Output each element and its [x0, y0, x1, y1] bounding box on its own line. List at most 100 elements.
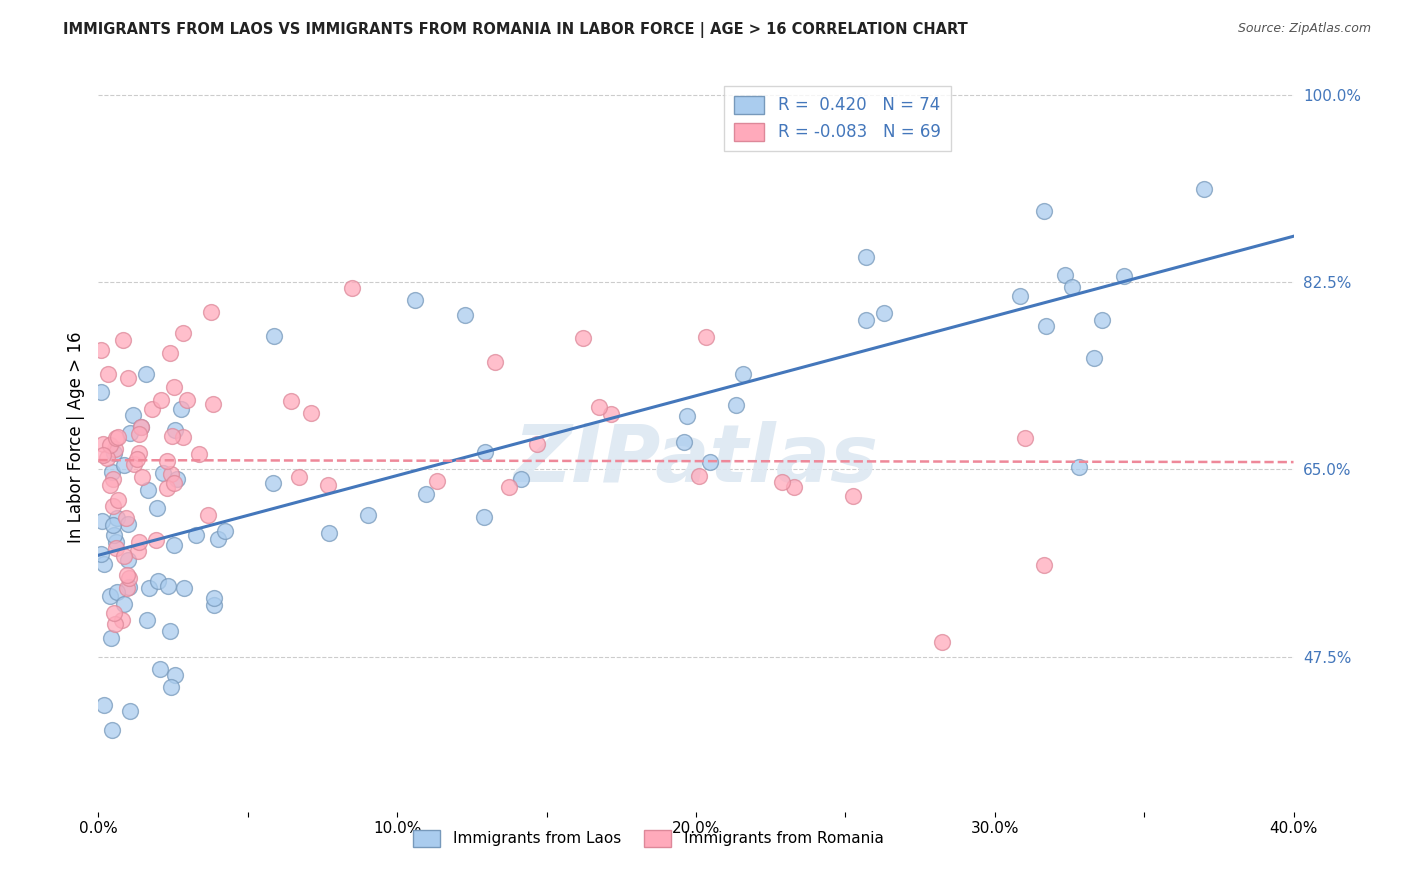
Point — [97, 367, 120, 381]
Point — [112, 458, 135, 473]
Point — [129, 419, 152, 434]
Point — [316, 478, 339, 492]
Point — [184, 528, 207, 542]
Point — [105, 534, 128, 549]
Point — [1054, 268, 1077, 282]
Point — [156, 481, 179, 495]
Text: Source: ZipAtlas.com: Source: ZipAtlas.com — [1237, 22, 1371, 36]
Point — [159, 624, 181, 638]
Point — [103, 607, 125, 621]
Point — [672, 434, 695, 449]
Point — [299, 406, 322, 420]
Point — [100, 631, 122, 645]
Point — [104, 442, 127, 456]
Point — [162, 538, 184, 552]
Point — [695, 329, 717, 343]
Y-axis label: In Labor Force | Age > 16: In Labor Force | Age > 16 — [66, 331, 84, 543]
Point — [120, 426, 142, 441]
Point — [526, 437, 548, 451]
Point — [426, 474, 449, 488]
Point — [101, 723, 124, 737]
Point — [165, 423, 187, 437]
Point — [127, 543, 149, 558]
Text: ZIPatlas: ZIPatlas — [513, 420, 879, 499]
Point — [288, 469, 311, 483]
Point — [141, 401, 163, 416]
Point — [1008, 289, 1031, 303]
Point — [91, 448, 114, 462]
Point — [128, 427, 150, 442]
Point — [104, 616, 127, 631]
Point — [162, 380, 184, 394]
Point — [454, 308, 477, 322]
Point — [90, 343, 112, 357]
Point — [318, 525, 340, 540]
Point — [855, 313, 877, 327]
Point — [688, 469, 710, 483]
Point — [1112, 269, 1135, 284]
Point — [90, 384, 112, 399]
Point — [724, 398, 747, 412]
Point — [93, 557, 115, 571]
Point — [98, 589, 121, 603]
Point — [1033, 204, 1056, 219]
Point — [160, 467, 183, 482]
Point — [202, 599, 225, 613]
Point — [170, 402, 193, 417]
Point — [166, 472, 188, 486]
Point — [340, 281, 363, 295]
Point — [118, 571, 141, 585]
Point — [157, 579, 180, 593]
Point — [103, 446, 125, 460]
Point — [136, 483, 159, 497]
Point — [173, 581, 195, 595]
Point — [172, 326, 194, 340]
Point — [122, 408, 145, 422]
Point — [280, 394, 302, 409]
Point — [1083, 351, 1105, 365]
Point — [107, 430, 129, 444]
Point — [588, 400, 610, 414]
Point — [160, 428, 183, 442]
Point — [163, 475, 186, 490]
Point — [105, 585, 128, 599]
Point — [1033, 558, 1056, 573]
Point — [128, 534, 150, 549]
Point — [103, 473, 125, 487]
Point — [415, 487, 437, 501]
Point — [855, 250, 877, 264]
Point — [98, 478, 121, 492]
Point — [484, 354, 506, 368]
Point — [105, 431, 128, 445]
Legend: Immigrants from Laos, Immigrants from Romania: Immigrants from Laos, Immigrants from Ro… — [406, 824, 890, 853]
Point — [188, 447, 211, 461]
Point — [472, 510, 495, 524]
Point — [149, 393, 172, 408]
Point — [357, 508, 380, 523]
Point — [146, 501, 169, 516]
Point — [115, 567, 138, 582]
Point — [572, 331, 595, 345]
Point — [214, 524, 236, 538]
Point — [149, 662, 172, 676]
Point — [107, 493, 129, 508]
Point — [152, 466, 174, 480]
Point — [1035, 319, 1057, 334]
Point — [404, 293, 426, 308]
Point — [136, 613, 159, 627]
Point — [100, 438, 122, 452]
Point — [91, 515, 114, 529]
Point — [1014, 432, 1036, 446]
Point — [111, 614, 134, 628]
Point — [1062, 280, 1084, 294]
Point — [127, 452, 149, 467]
Point — [112, 549, 135, 563]
Point — [131, 470, 153, 484]
Point — [474, 445, 496, 459]
Point — [207, 532, 229, 546]
Point — [145, 533, 167, 548]
Point — [117, 516, 139, 531]
Point — [200, 304, 222, 318]
Point — [112, 597, 135, 611]
Point — [104, 541, 127, 555]
